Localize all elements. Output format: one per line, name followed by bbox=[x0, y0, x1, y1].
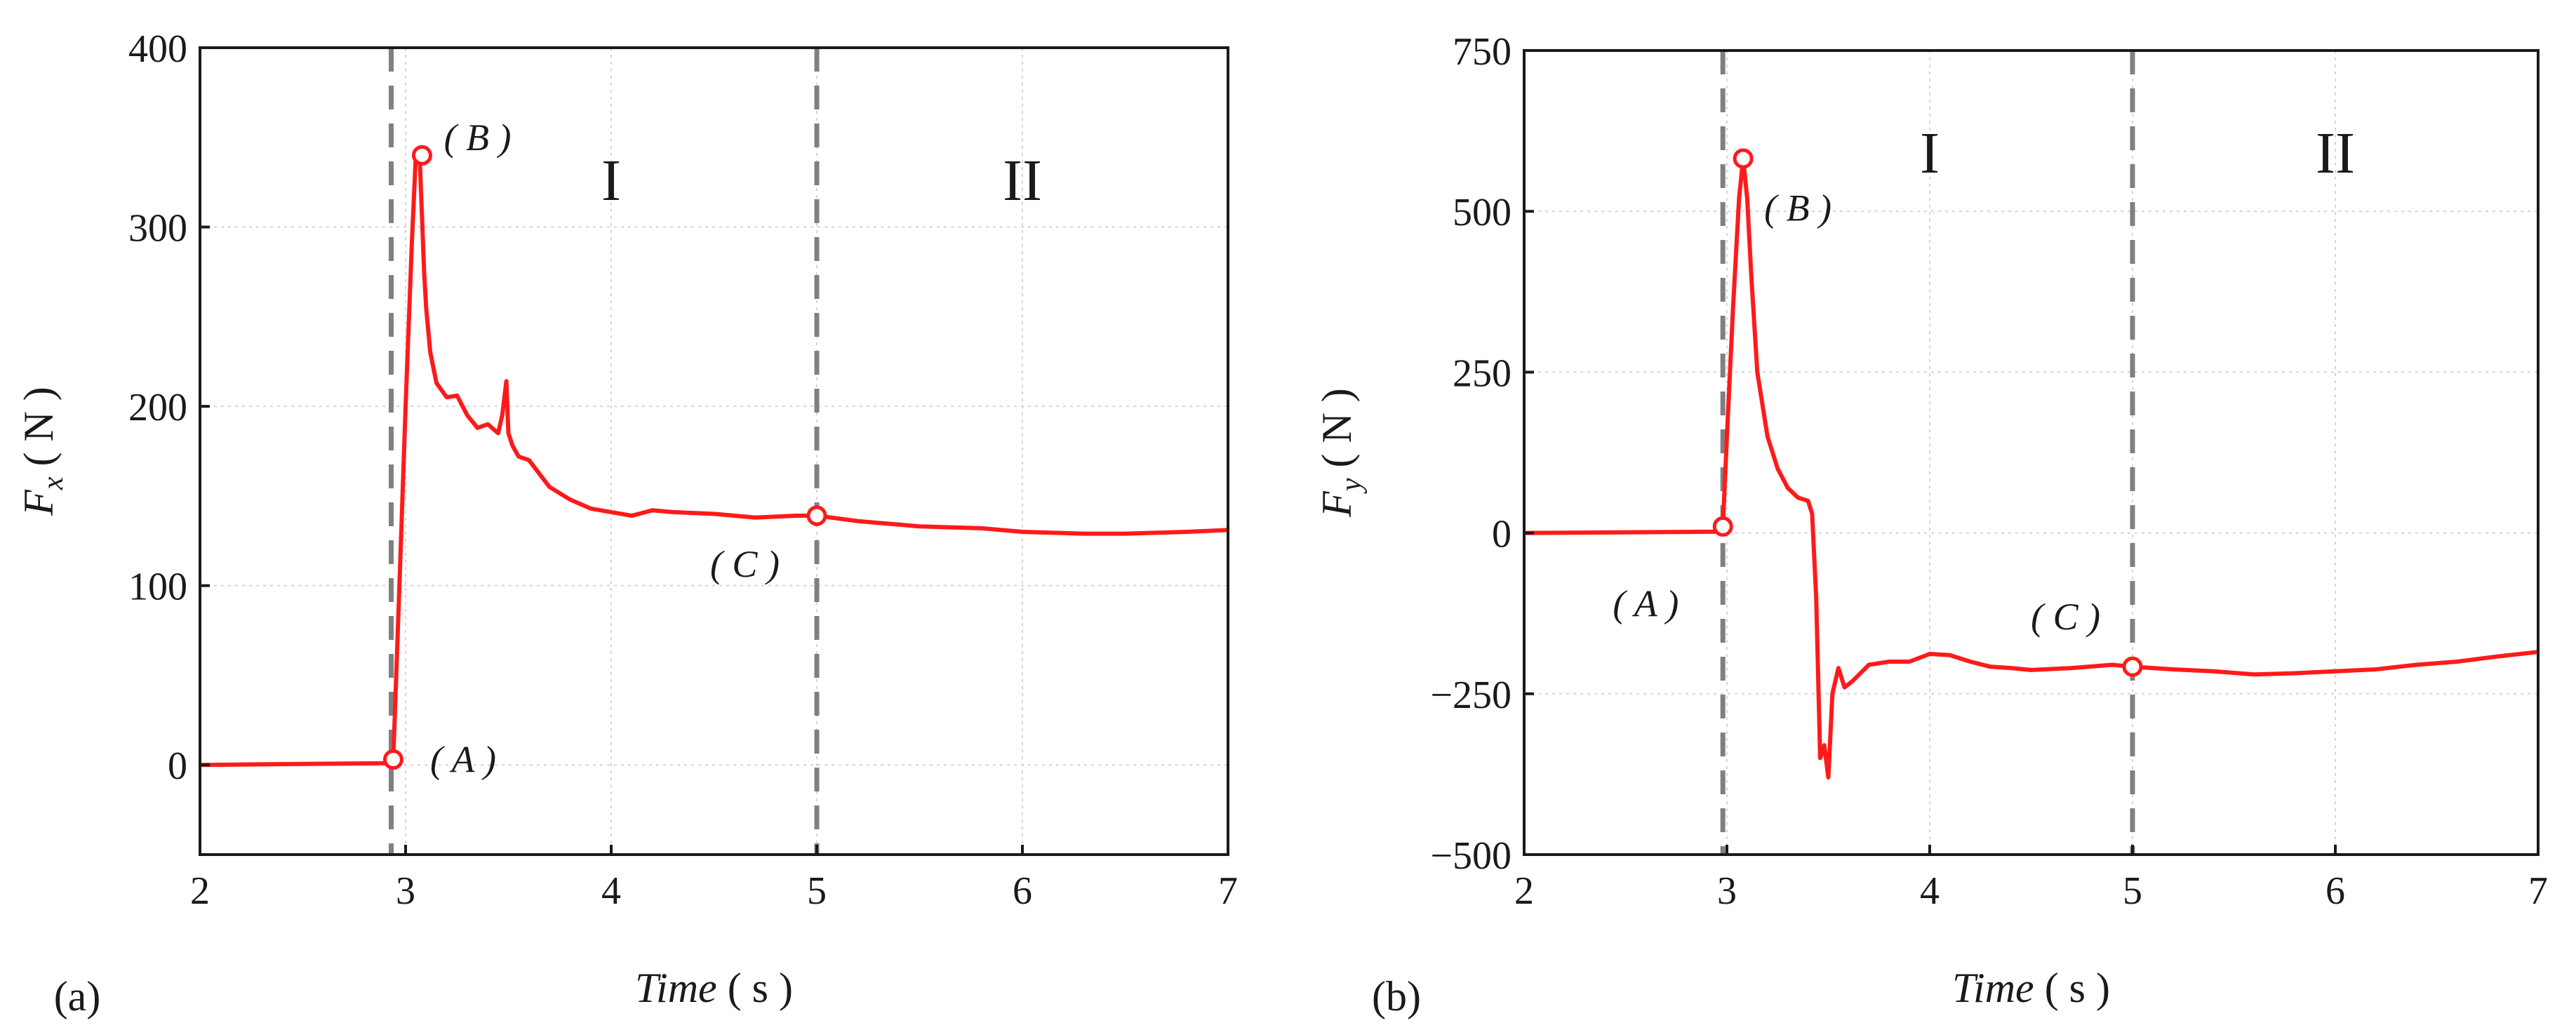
y-tick-label: 200 bbox=[128, 386, 187, 429]
plot-frame bbox=[1523, 49, 2540, 856]
x-tick-label: 4 bbox=[601, 869, 621, 913]
point-label: ( B ) bbox=[444, 116, 512, 159]
y-tick-label: −500 bbox=[1430, 834, 1511, 878]
region-label: II bbox=[1003, 148, 1042, 213]
y-tick-label: 750 bbox=[1453, 30, 1511, 74]
y-tick-label: 300 bbox=[128, 207, 187, 250]
x-tick-label: 2 bbox=[1514, 869, 1534, 913]
x-tick-label: 2 bbox=[190, 869, 210, 913]
point-label: ( A ) bbox=[1613, 582, 1679, 624]
y-tick-label: 0 bbox=[1492, 513, 1511, 556]
x-tick-label: 6 bbox=[1013, 869, 1032, 913]
series-line bbox=[199, 153, 1229, 768]
region-label: I bbox=[601, 148, 621, 213]
y-tick-label: 0 bbox=[168, 744, 187, 788]
x-tick-label: 4 bbox=[1920, 869, 1940, 913]
y-tick-label: 100 bbox=[128, 566, 187, 609]
marked-point bbox=[1712, 516, 1733, 537]
x-axis-title: Time ( s ) bbox=[1952, 965, 2110, 1011]
y-tick-label: 250 bbox=[1453, 352, 1511, 395]
marked-point bbox=[806, 505, 827, 526]
marked-point bbox=[2122, 656, 2143, 677]
panel-label: (a) bbox=[54, 973, 101, 1019]
x-tick-label: 5 bbox=[2123, 869, 2142, 913]
plot-frame bbox=[199, 46, 1229, 856]
y-tick-label: 400 bbox=[128, 27, 187, 71]
y-axis-title: Fx ( N ) bbox=[15, 387, 69, 516]
x-tick-label: 7 bbox=[1218, 869, 1238, 913]
x-tick-label: 6 bbox=[2325, 869, 2345, 913]
y-tick-label: −250 bbox=[1430, 674, 1511, 717]
point-label: ( C ) bbox=[710, 543, 780, 585]
point-label: ( A ) bbox=[430, 739, 496, 781]
marked-point bbox=[1733, 148, 1754, 169]
marked-point bbox=[411, 145, 432, 166]
region-label: I bbox=[1920, 121, 1940, 186]
marked-point bbox=[382, 749, 403, 770]
x-tick-label: 3 bbox=[396, 869, 415, 913]
y-axis-title: Fy ( N ) bbox=[1314, 388, 1368, 518]
y-tick-label: 500 bbox=[1453, 191, 1511, 234]
x-axis-title: Time ( s ) bbox=[635, 965, 793, 1011]
point-label: ( B ) bbox=[1764, 187, 1831, 229]
point-label: ( C ) bbox=[2031, 596, 2100, 638]
series-line bbox=[1523, 156, 2539, 780]
region-label: II bbox=[2316, 121, 2355, 186]
x-tick-label: 7 bbox=[2528, 869, 2548, 913]
panel-label: (b) bbox=[1372, 973, 1421, 1019]
x-tick-label: 3 bbox=[1717, 869, 1737, 913]
x-tick-label: 5 bbox=[807, 869, 827, 913]
